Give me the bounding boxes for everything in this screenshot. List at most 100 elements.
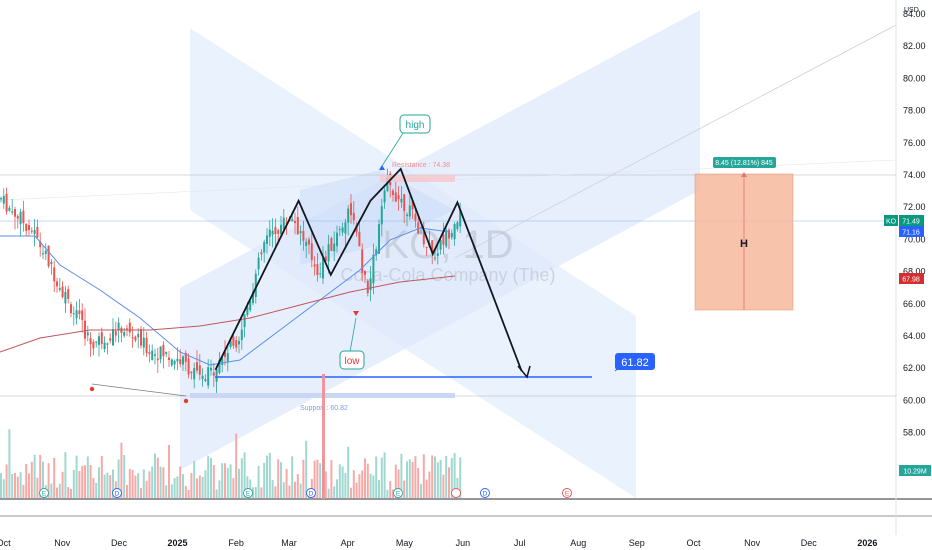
candle-body (137, 333, 140, 338)
candle-body (14, 209, 16, 217)
candle-body (36, 226, 39, 238)
time-tick-label: May (396, 538, 414, 548)
volume-bar (100, 456, 103, 498)
candle-body (296, 216, 299, 235)
volume-bar (263, 462, 266, 498)
volume-bars (0, 429, 462, 498)
volume-bar (39, 454, 42, 498)
volume-bar (106, 472, 109, 498)
candle-body (5, 193, 8, 212)
volume-bar (81, 465, 84, 498)
volume-bar (98, 467, 100, 498)
currency-label: USD (904, 7, 919, 14)
candle-body (355, 225, 358, 233)
candle-body (182, 356, 184, 365)
volume-bar (238, 468, 240, 498)
volume-value-box (899, 465, 931, 476)
ma-price-box (899, 226, 924, 237)
time-axis: Oct Nov Dec 2025 Feb Mar Apr May Jun Jul Aug Sep Oct… (0, 538, 877, 548)
volume-bar (198, 475, 201, 498)
volume-bar (84, 465, 86, 498)
volume-bar (291, 456, 294, 498)
volume-bar (134, 475, 137, 498)
candle-body (72, 313, 75, 315)
candle-body (123, 332, 126, 336)
candle-body (369, 278, 372, 291)
candle-body (252, 291, 254, 304)
price-tick-label: 80.00 (903, 73, 926, 83)
candle-body (350, 203, 352, 216)
volume-bar (422, 454, 425, 498)
target-label-box[interactable] (615, 353, 655, 370)
volume-bar (14, 473, 16, 498)
volume-bar (442, 474, 445, 498)
candle-body (61, 286, 64, 298)
volume-bar (324, 471, 327, 498)
inner-channel (300, 170, 455, 265)
candle-body (95, 341, 98, 343)
volume-bar (140, 488, 142, 498)
candle-body (89, 338, 92, 345)
volume-bar (151, 466, 154, 498)
candle-body (406, 214, 408, 217)
volume-bar (355, 482, 358, 498)
low-marker (353, 311, 359, 316)
candle-body (243, 314, 246, 328)
volume-bar (190, 473, 193, 498)
volume-bar (159, 466, 162, 498)
candle-body (11, 211, 14, 213)
volume-bar (431, 455, 434, 498)
volume-bar (268, 452, 271, 498)
candle-body (372, 254, 375, 284)
event-marker-circle (306, 488, 316, 498)
high-callout[interactable] (399, 114, 431, 134)
volume-bar (64, 452, 67, 498)
volume-bar (78, 471, 81, 498)
time-tick-label: Nov (744, 538, 761, 548)
candle-body (201, 375, 204, 380)
volume-bar (436, 462, 439, 498)
ticker-label-box (884, 215, 898, 226)
volume-bar (112, 469, 114, 498)
candle-body (2, 195, 5, 204)
volume-bar (364, 458, 366, 498)
candle-body (70, 304, 72, 314)
volume-bar (240, 458, 243, 498)
candle-body (109, 338, 112, 341)
candle-body (64, 291, 67, 304)
candle-body (8, 207, 11, 211)
last-price-box (899, 215, 924, 226)
volume-bar (383, 452, 386, 498)
volume-bar (361, 470, 364, 498)
time-tick-label: 2025 (168, 538, 188, 548)
candle-body (156, 358, 159, 361)
volume-bar (235, 433, 238, 498)
volume-bar (336, 479, 338, 498)
candle-body (285, 222, 288, 224)
candle-body (207, 367, 210, 386)
low-callout[interactable] (339, 350, 365, 370)
volume-bar (201, 476, 204, 498)
volume-bar (56, 487, 58, 498)
candle-body (280, 224, 282, 235)
candle-body (238, 340, 240, 345)
price-tick-label: 78.00 (903, 106, 926, 116)
candle-body (268, 229, 271, 237)
volume-bar (274, 486, 277, 498)
candle-body (114, 331, 117, 336)
volume-bar (70, 488, 72, 498)
candle-body (131, 337, 134, 339)
candle-body (333, 243, 336, 252)
candle-body (266, 235, 268, 244)
event-marker-circle (39, 488, 49, 498)
volume-bar (210, 458, 212, 498)
volume-bar (170, 484, 173, 498)
candle-body (411, 200, 414, 210)
volume-bar (403, 480, 406, 498)
target-label: 61.82 (621, 357, 649, 369)
volume-bar (229, 464, 232, 498)
volume-bar (5, 464, 8, 498)
volume-bar (282, 482, 285, 498)
